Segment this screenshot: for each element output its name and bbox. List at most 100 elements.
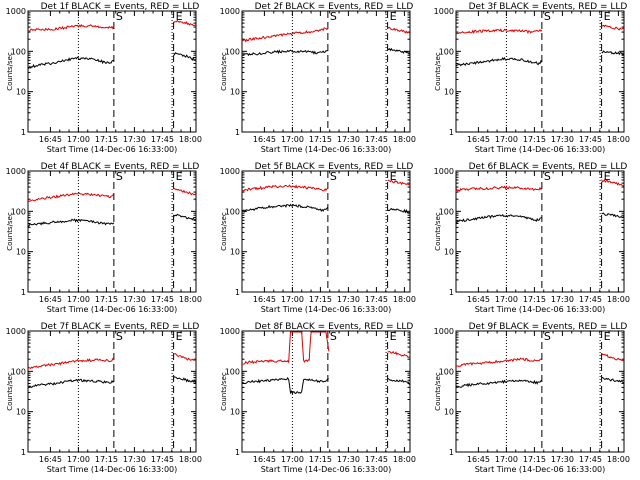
x-tick-label: 17:45: [151, 455, 174, 464]
y-tick-label: 10: [444, 248, 454, 257]
panel-2-y-label: Counts/sec: [220, 52, 228, 91]
panel-6-y-label: Counts/sec: [434, 212, 442, 251]
x-tick-label: 17:30: [123, 455, 146, 464]
marker-e-label: E: [176, 330, 183, 343]
x-tick-label: 18:00: [393, 455, 416, 464]
x-tick-label: 17:15: [523, 455, 546, 464]
detector-panel-3: Det 3f BLACK = Events, RED = LLD 1 10 100 10…: [434, 2, 630, 154]
marker-e-label: E: [604, 170, 611, 183]
series-lld-line: [27, 187, 197, 202]
x-tick-label: 17:30: [337, 455, 360, 464]
x-tick-label: 17:45: [579, 295, 602, 304]
series-events-line: [27, 213, 197, 228]
series-lld-line: [241, 179, 411, 192]
panel-2-frame: [241, 10, 411, 133]
y-tick-label: 1: [235, 448, 240, 457]
panel-4-frame: [27, 170, 197, 293]
x-tick-label: 17:15: [309, 455, 332, 464]
marker-e-label: E: [390, 330, 397, 343]
panel-5-frame: [241, 170, 411, 293]
y-tick-label: 100: [225, 207, 240, 216]
x-tick-label: 17:15: [95, 135, 118, 144]
y-tick-label: 100: [11, 367, 26, 376]
marker-e-label: E: [604, 10, 611, 23]
detector-panel-7: Det 7f BLACK = Events, RED = LLD 1 10 100 10…: [6, 322, 202, 474]
x-tick-label: 16:45: [467, 295, 490, 304]
panel-4-title: Det 4f BLACK = Events, RED = LLD: [41, 162, 200, 172]
panel-5-y-label: Counts/sec: [220, 212, 228, 251]
x-tick-label: 18:00: [179, 135, 202, 144]
x-tick-label: 16:45: [39, 295, 62, 304]
x-tick-label: 17:15: [523, 135, 546, 144]
marker-s-label: S: [544, 170, 551, 183]
y-tick-label: 1000: [6, 7, 26, 16]
panel-3-x-label: Start Time (14-Dec-06 16:33:00): [475, 145, 606, 154]
x-tick-label: 16:45: [253, 455, 276, 464]
detector-panel-9: Det 9f BLACK = Events, RED = LLD 1 10 100 10…: [434, 322, 630, 474]
x-tick-label: 16:45: [253, 135, 276, 144]
x-tick-label: 17:30: [551, 455, 574, 464]
x-tick-label: 17:30: [337, 135, 360, 144]
series-lld-line: [455, 179, 625, 193]
x-tick-label: 18:00: [607, 455, 630, 464]
x-tick-label: 16:45: [253, 295, 276, 304]
y-tick-label: 10: [16, 248, 26, 257]
x-tick-label: 17:45: [365, 295, 388, 304]
y-tick-label: 1000: [220, 7, 240, 16]
y-tick-label: 1: [235, 288, 240, 297]
detector-panel-8: Det 8f BLACK = Events, RED = LLD 1 10 100 10…: [220, 322, 416, 474]
series-lld-line: [241, 331, 411, 365]
x-tick-label: 17:30: [123, 295, 146, 304]
x-tick-label: 16:45: [39, 455, 62, 464]
series-events-line: [241, 203, 411, 214]
marker-e-label: E: [176, 10, 183, 23]
detector-panel-4: Det 4f BLACK = Events, RED = LLD 1 10 100 10…: [6, 162, 202, 314]
x-tick-label: 17:45: [151, 295, 174, 304]
panel-1-title: Det 1f BLACK = Events, RED = LLD: [41, 2, 200, 12]
x-tick-label: 17:00: [281, 455, 304, 464]
y-tick-label: 1000: [434, 327, 454, 336]
series-lld-line: [241, 26, 411, 43]
y-tick-label: 10: [16, 408, 26, 417]
x-tick-label: 17:15: [95, 295, 118, 304]
series-lld-line: [27, 353, 197, 370]
x-tick-label: 18:00: [179, 295, 202, 304]
y-tick-label: 1000: [434, 7, 454, 16]
x-tick-label: 18:00: [393, 295, 416, 304]
marker-s-label: S: [544, 10, 551, 23]
detector-panel-5: Det 5f BLACK = Events, RED = LLD 1 10 100 10…: [220, 162, 416, 314]
marker-e-label: E: [390, 10, 397, 23]
x-tick-label: 17:15: [523, 295, 546, 304]
y-tick-label: 1000: [220, 167, 240, 176]
panel-3-frame: [455, 10, 625, 133]
x-tick-label: 17:45: [579, 455, 602, 464]
panel-4-x-label: Start Time (14-Dec-06 16:33:00): [47, 305, 178, 314]
x-tick-label: 17:00: [281, 295, 304, 304]
x-tick-label: 18:00: [607, 295, 630, 304]
y-tick-label: 10: [230, 248, 240, 257]
panel-7-y-label: Counts/sec: [6, 372, 14, 411]
panel-8-y-label: Counts/sec: [220, 372, 228, 411]
x-tick-label: 17:45: [151, 135, 174, 144]
y-tick-label: 1000: [6, 167, 26, 176]
panel-1-y-label: Counts/sec: [6, 52, 14, 91]
panel-5-x-label: Start Time (14-Dec-06 16:33:00): [261, 305, 392, 314]
series-lld-line: [455, 352, 625, 368]
x-tick-label: 17:00: [67, 455, 90, 464]
y-tick-label: 100: [11, 47, 26, 56]
series-events-line: [455, 50, 625, 67]
y-tick-label: 1: [449, 128, 454, 137]
x-tick-label: 17:30: [123, 135, 146, 144]
panel-1-x-label: Start Time (14-Dec-06 16:33:00): [47, 145, 178, 154]
panel-9-x-label: Start Time (14-Dec-06 16:33:00): [475, 465, 606, 474]
x-tick-label: 17:45: [365, 135, 388, 144]
marker-e-label: E: [390, 170, 397, 183]
y-tick-label: 10: [444, 408, 454, 417]
x-tick-label: 17:00: [67, 135, 90, 144]
marker-s-label: S: [544, 330, 551, 343]
y-tick-label: 1: [235, 128, 240, 137]
x-tick-label: 16:45: [39, 135, 62, 144]
panel-9-frame: [455, 330, 625, 453]
series-events-line: [455, 212, 625, 224]
